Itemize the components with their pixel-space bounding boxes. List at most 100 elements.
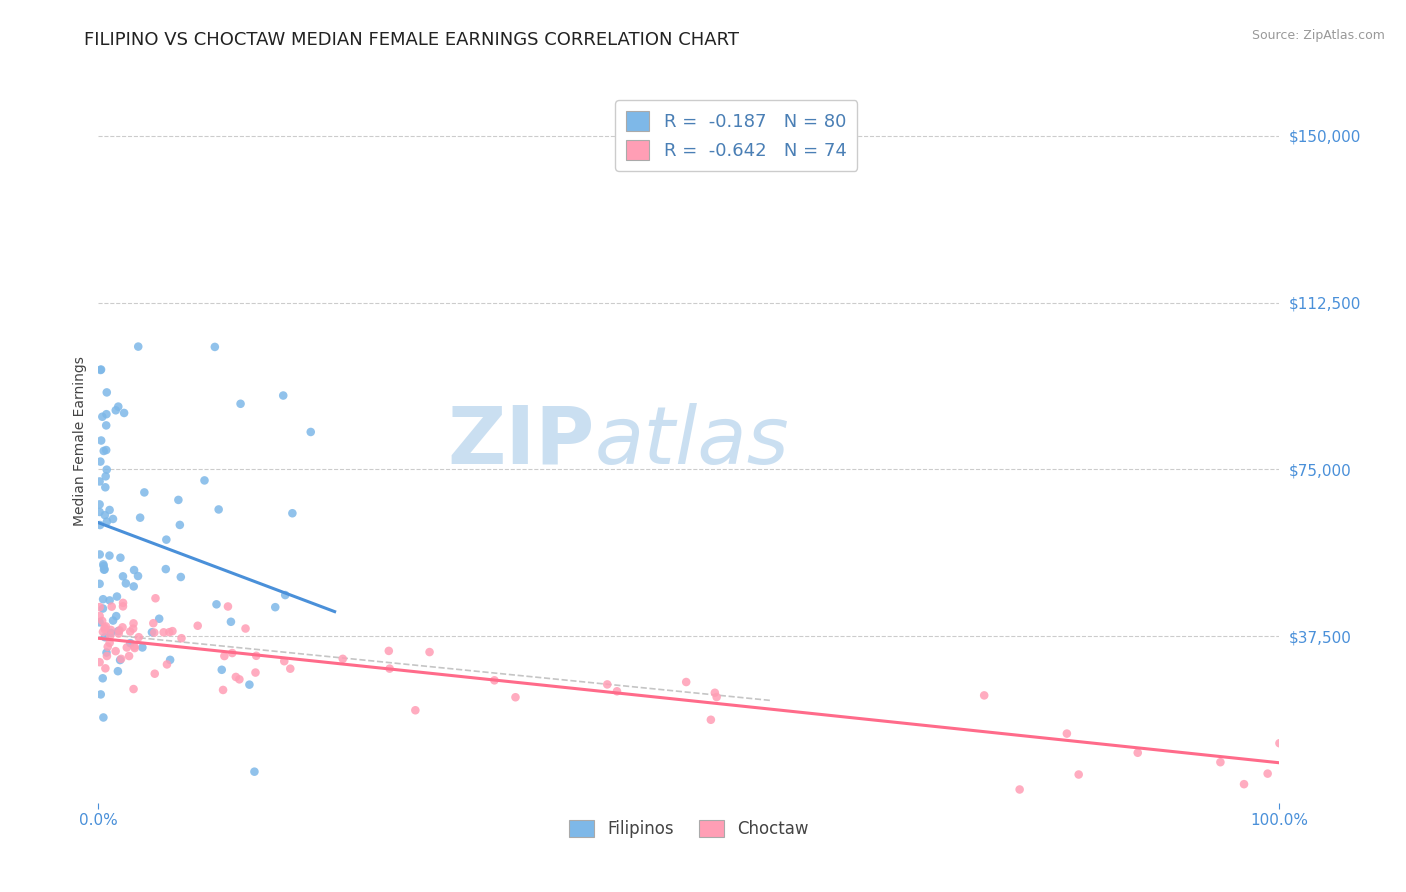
Point xyxy=(148,612,170,626)
Point xyxy=(112,406,135,420)
Point xyxy=(484,673,506,688)
Point xyxy=(235,622,257,636)
Point xyxy=(89,475,111,489)
Point xyxy=(108,653,131,667)
Point xyxy=(89,518,111,533)
Point xyxy=(505,690,527,705)
Point xyxy=(90,688,112,702)
Text: FILIPINO VS CHOCTAW MEDIAN FEMALE EARNINGS CORRELATION CHART: FILIPINO VS CHOCTAW MEDIAN FEMALE EARNIN… xyxy=(84,31,740,49)
Point xyxy=(157,625,180,640)
Point xyxy=(187,619,209,633)
Point xyxy=(1257,766,1279,780)
Point xyxy=(115,640,138,655)
Point xyxy=(89,600,111,615)
Point xyxy=(228,673,250,687)
Text: atlas: atlas xyxy=(595,402,789,481)
Point xyxy=(156,657,179,672)
Point xyxy=(238,678,260,692)
Point xyxy=(193,474,215,488)
Point xyxy=(606,684,628,698)
Point xyxy=(91,601,114,615)
Point xyxy=(142,616,165,631)
Point xyxy=(91,614,114,628)
Point xyxy=(127,340,149,354)
Point xyxy=(89,615,111,630)
Point xyxy=(94,508,117,522)
Point xyxy=(245,665,267,680)
Point xyxy=(101,614,124,628)
Point xyxy=(212,682,235,697)
Point xyxy=(89,608,111,623)
Point xyxy=(155,533,177,547)
Point xyxy=(122,681,145,696)
Point xyxy=(219,615,242,629)
Point xyxy=(94,480,117,494)
Point xyxy=(100,626,122,640)
Point xyxy=(170,631,193,645)
Point xyxy=(170,570,193,584)
Point xyxy=(229,397,252,411)
Point xyxy=(107,664,129,678)
Point xyxy=(96,648,118,663)
Point xyxy=(700,713,723,727)
Point xyxy=(98,629,121,643)
Text: ZIP: ZIP xyxy=(447,402,595,481)
Point xyxy=(143,666,166,681)
Point xyxy=(124,641,146,656)
Point xyxy=(111,569,134,583)
Point xyxy=(110,550,132,565)
Point xyxy=(98,503,121,517)
Point xyxy=(221,646,243,660)
Point xyxy=(96,443,118,458)
Point xyxy=(96,407,118,421)
Point xyxy=(162,624,184,639)
Point xyxy=(378,644,401,658)
Point xyxy=(105,590,128,604)
Point xyxy=(115,576,138,591)
Point xyxy=(243,764,266,779)
Point xyxy=(107,400,129,414)
Point xyxy=(245,648,267,663)
Point xyxy=(167,492,190,507)
Point xyxy=(91,409,114,424)
Point xyxy=(208,502,231,516)
Point xyxy=(94,661,117,675)
Point xyxy=(703,686,725,700)
Point xyxy=(111,620,134,634)
Point xyxy=(91,592,114,607)
Point xyxy=(404,703,426,717)
Point xyxy=(211,663,233,677)
Point xyxy=(89,576,111,591)
Point xyxy=(1067,767,1090,781)
Point xyxy=(1209,755,1232,769)
Point xyxy=(89,655,111,669)
Point xyxy=(1268,736,1291,750)
Point xyxy=(96,385,118,400)
Point xyxy=(204,340,226,354)
Point xyxy=(105,609,128,624)
Point xyxy=(112,596,135,610)
Point xyxy=(93,444,115,458)
Point xyxy=(129,510,152,524)
Point xyxy=(93,710,115,724)
Point xyxy=(107,624,129,639)
Text: Source: ZipAtlas.com: Source: ZipAtlas.com xyxy=(1251,29,1385,42)
Point xyxy=(122,563,145,577)
Point xyxy=(141,625,163,640)
Point xyxy=(122,616,145,631)
Point xyxy=(596,677,619,691)
Point xyxy=(96,462,118,476)
Point xyxy=(264,600,287,615)
Point xyxy=(98,636,121,650)
Point xyxy=(299,425,322,439)
Point xyxy=(98,549,121,563)
Point xyxy=(278,662,301,676)
Point xyxy=(1126,746,1149,760)
Point xyxy=(217,599,239,614)
Point xyxy=(118,648,141,663)
Point xyxy=(107,626,129,640)
Point xyxy=(104,644,127,658)
Point xyxy=(145,591,167,606)
Point xyxy=(225,670,247,684)
Point xyxy=(108,624,131,638)
